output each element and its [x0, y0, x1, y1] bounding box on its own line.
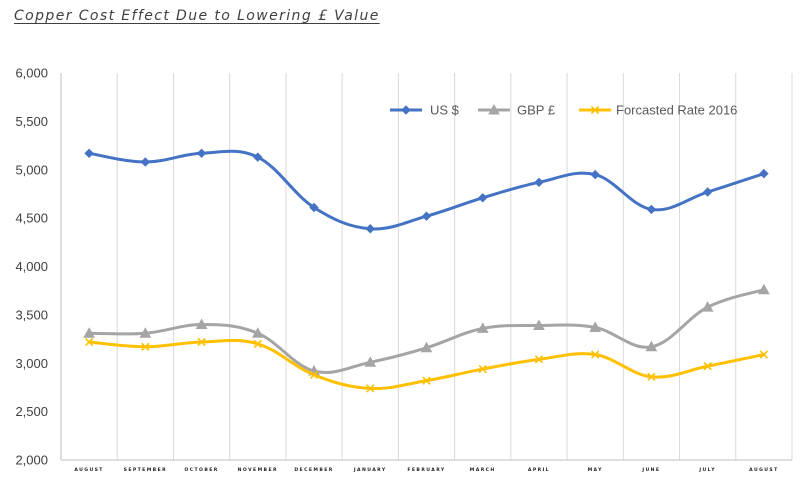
- data-point: [701, 301, 714, 312]
- legend-label: GBP £: [517, 103, 556, 118]
- data-point: [478, 193, 488, 203]
- x-tick-label: NOVEMBER: [238, 467, 278, 473]
- data-point: [533, 319, 545, 331]
- y-tick-label: 6,000: [15, 66, 48, 81]
- data-point: [591, 350, 600, 359]
- legend-label: US $: [430, 103, 460, 118]
- data-point: [422, 376, 431, 385]
- x-tick-label: DECEMBER: [294, 467, 333, 473]
- data-point: [83, 327, 95, 338]
- data-point: [420, 341, 433, 353]
- x-tick-label: OCTOBER: [184, 467, 218, 473]
- data-point: [421, 211, 432, 221]
- x-tick-label: AUGUST: [74, 467, 104, 473]
- y-tick-label: 2,000: [15, 453, 48, 468]
- y-tick-label: 3,500: [15, 307, 48, 322]
- legend-marker: [488, 103, 500, 115]
- legend-marker: [401, 105, 411, 115]
- x-tick-label: JUNE: [641, 467, 660, 473]
- y-tick-label: 3,000: [15, 356, 48, 371]
- data-point: [196, 148, 207, 159]
- legend-label: Forcasted Rate 2016: [616, 103, 737, 118]
- data-point: [253, 152, 263, 162]
- data-point: [195, 318, 208, 330]
- data-point: [645, 340, 658, 352]
- x-tick-label: SEPTEMBER: [124, 467, 167, 473]
- chart-title: Copper Cost Effect Due to Lowering £ Val…: [14, 8, 380, 24]
- data-point: [646, 204, 657, 215]
- data-point: [534, 177, 544, 188]
- data-point: [84, 148, 94, 159]
- data-point: [758, 283, 770, 295]
- data-point: [702, 187, 713, 197]
- data-point: [141, 342, 150, 351]
- data-point: [534, 355, 544, 364]
- data-point: [589, 321, 602, 332]
- data-point: [139, 327, 152, 338]
- series-line-1: [87, 288, 766, 374]
- x-tick-label: JANUARY: [353, 467, 387, 473]
- legend: US $ GBP £ Forcasted Rate 2016: [390, 103, 737, 118]
- data-point: [478, 364, 487, 374]
- data-point: [647, 372, 656, 381]
- legend-marker: [590, 105, 600, 115]
- grid-lines: [60, 73, 793, 460]
- y-tick-label: 2,500: [15, 404, 48, 419]
- data-point: [197, 337, 206, 347]
- data-point: [309, 370, 319, 380]
- x-tick-label: JULY: [698, 467, 716, 473]
- y-tick-label: 4,500: [15, 211, 48, 226]
- data-point: [309, 202, 319, 213]
- y-axis-ticks: 2,000 2,500 3,000 3,500 4,000 4,500 5,000 5,500…: [15, 66, 48, 468]
- data-point: [365, 224, 375, 234]
- data-point: [364, 356, 377, 367]
- y-tick-label: 5,000: [15, 162, 48, 177]
- data-point: [590, 169, 600, 180]
- data-point: [366, 384, 375, 393]
- y-tick-label: 5,500: [15, 114, 48, 129]
- data-point: [251, 327, 264, 338]
- data-point: [703, 361, 712, 371]
- data-point: [476, 322, 489, 333]
- axes: [60, 73, 792, 461]
- x-tick-label: APRIL: [528, 467, 550, 473]
- x-tick-label: MARCH: [470, 467, 496, 473]
- x-tick-label: FEBRUARY: [407, 467, 445, 473]
- data-point: [253, 339, 262, 349]
- series-lines: [83, 148, 770, 393]
- x-tick-label: AUGUST: [749, 467, 779, 473]
- data-point: [759, 350, 769, 359]
- x-axis-ticks: AUGUST SEPTEMBER OCTOBER NOVEMBER DECEMBER JA…: [74, 467, 779, 473]
- x-tick-label: MAY: [588, 467, 603, 473]
- data-point: [759, 168, 769, 179]
- data-point: [84, 337, 94, 347]
- y-tick-label: 4,000: [15, 259, 48, 274]
- data-point: [140, 157, 151, 167]
